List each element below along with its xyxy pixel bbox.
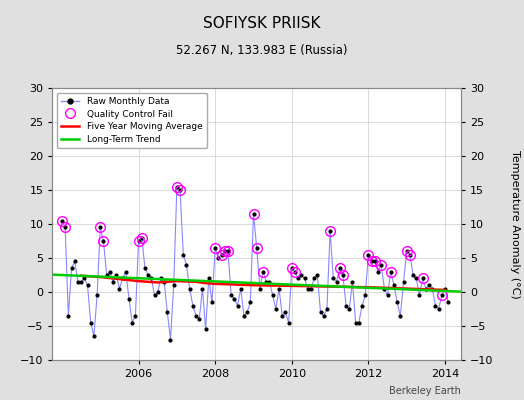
Text: SOFIYSK PRIISK: SOFIYSK PRIISK	[203, 16, 321, 31]
Text: 52.267 N, 133.983 E (Russia): 52.267 N, 133.983 E (Russia)	[176, 44, 348, 57]
Y-axis label: Temperature Anomaly (°C): Temperature Anomaly (°C)	[510, 150, 520, 298]
Legend: Raw Monthly Data, Quality Control Fail, Five Year Moving Average, Long-Term Tren: Raw Monthly Data, Quality Control Fail, …	[57, 92, 207, 148]
Text: Berkeley Earth: Berkeley Earth	[389, 386, 461, 396]
